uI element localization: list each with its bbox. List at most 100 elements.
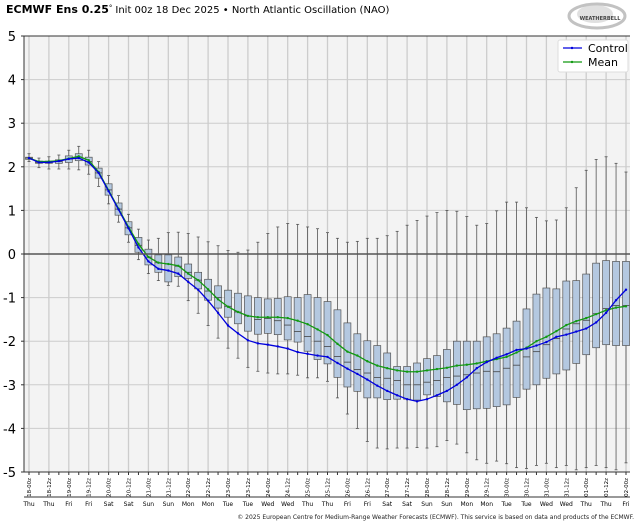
day-label: Tue [242, 501, 254, 508]
x-tick-label: 24-00z [266, 478, 272, 497]
box-iqr [254, 297, 262, 335]
y-tick-label: 4 [8, 74, 16, 89]
control-point [405, 397, 409, 401]
control-point [57, 159, 61, 163]
mean-point [346, 350, 349, 353]
y-tick-label: -4 [3, 422, 16, 437]
box-iqr [592, 262, 601, 349]
mean-point [256, 316, 260, 319]
box-iqr [423, 358, 431, 396]
y-tick-label: 3 [8, 117, 16, 132]
day-label: Fri [364, 501, 371, 508]
x-tick-label: 21-00z [146, 478, 152, 497]
box-plot [433, 212, 441, 448]
mean-point [286, 316, 289, 320]
box-iqr [353, 333, 362, 392]
mean-point [216, 298, 220, 301]
box-iqr [164, 254, 173, 283]
control-point [346, 367, 349, 370]
control-point [614, 299, 618, 302]
mean-point [455, 364, 459, 367]
box-iqr [622, 261, 630, 346]
day-label: Wed [281, 501, 294, 508]
box-plot [472, 224, 481, 461]
mean-point [196, 278, 200, 282]
box-iqr [433, 355, 441, 397]
control-point [256, 342, 260, 345]
x-tick-label: 23-12z [246, 478, 252, 497]
box-iqr [234, 292, 242, 325]
day-label: Fri [65, 501, 72, 508]
box-iqr [323, 301, 332, 365]
control-point [296, 350, 299, 354]
mean-point [276, 316, 279, 319]
box-iqr [363, 340, 372, 399]
control-point [525, 347, 528, 350]
control-point [535, 344, 538, 347]
day-label: Tue [520, 501, 532, 508]
control-point [77, 156, 80, 160]
box-iqr [492, 333, 501, 407]
x-tick-label: 18-12z [47, 478, 53, 497]
x-tick-label: 26-00z [345, 478, 351, 497]
control-point [495, 356, 498, 359]
y-tick-label: -5 [3, 466, 16, 481]
x-tick-label: 29-00z [465, 478, 471, 497]
mean-point [604, 309, 608, 312]
control-point [266, 343, 269, 346]
control-point [415, 400, 419, 403]
mean-point [187, 272, 190, 275]
mean-point [356, 354, 359, 357]
control-point [326, 355, 329, 359]
mean-point [157, 261, 160, 264]
mean-point [425, 369, 429, 372]
chart-title: ECMWF Ens 0.25° Init 00z 18 Dec 2025 • No… [6, 3, 389, 16]
x-tick-label: 19-00z [67, 478, 73, 497]
box-iqr [244, 295, 252, 332]
box-iqr [343, 322, 352, 388]
x-tick-label: 28-12z [445, 478, 451, 497]
box-iqr [472, 340, 481, 410]
logo-text: WEATHERBELL [580, 16, 622, 22]
control-point [206, 299, 210, 302]
day-label: Thu [42, 501, 54, 508]
x-tick-label: 27-12z [405, 478, 411, 497]
control-point [67, 157, 71, 161]
control-point [286, 347, 289, 350]
x-tick-label: 20-00z [107, 478, 113, 497]
mean-point [376, 364, 379, 367]
box-iqr [582, 273, 591, 356]
box-plot [353, 240, 362, 429]
legend-mean-label: Mean [588, 56, 618, 69]
box-iqr [502, 327, 511, 406]
mean-point [206, 288, 210, 291]
mean-point [167, 262, 170, 266]
day-label: Mon [460, 501, 473, 508]
box-plot [254, 241, 262, 372]
x-tick-label: 18-00z [27, 478, 33, 497]
control-point [455, 383, 459, 386]
x-tick-label: 28-00z [425, 478, 431, 497]
legend-control-marker [570, 46, 574, 50]
day-label: Thu [22, 501, 34, 508]
mean-point [137, 242, 140, 246]
mean-point [515, 351, 518, 354]
box-plot [492, 210, 501, 462]
x-tick-label: 31-12z [564, 478, 570, 497]
mean-point [306, 322, 309, 326]
x-tick-label: 25-00z [306, 478, 312, 497]
control-point [196, 288, 200, 291]
box-plot [393, 230, 401, 449]
box-iqr [612, 261, 620, 346]
box-plot [462, 216, 471, 454]
control-point [47, 161, 51, 164]
day-label: Wed [540, 501, 553, 508]
control-point [177, 272, 180, 275]
box-iqr [214, 285, 222, 309]
mean-point [236, 310, 240, 314]
control-point [276, 345, 279, 348]
control-point [386, 389, 389, 393]
day-label: Sun [143, 501, 155, 508]
mean-point [226, 305, 230, 308]
mean-point [475, 362, 478, 365]
